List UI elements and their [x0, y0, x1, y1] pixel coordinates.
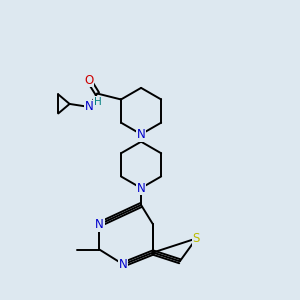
Text: S: S: [193, 232, 200, 245]
Text: N: N: [137, 128, 146, 141]
Text: N: N: [85, 100, 93, 113]
Text: N: N: [137, 182, 146, 194]
Text: H: H: [94, 97, 102, 106]
Text: O: O: [84, 74, 94, 87]
Text: N: N: [119, 258, 128, 271]
Text: N: N: [95, 218, 104, 231]
